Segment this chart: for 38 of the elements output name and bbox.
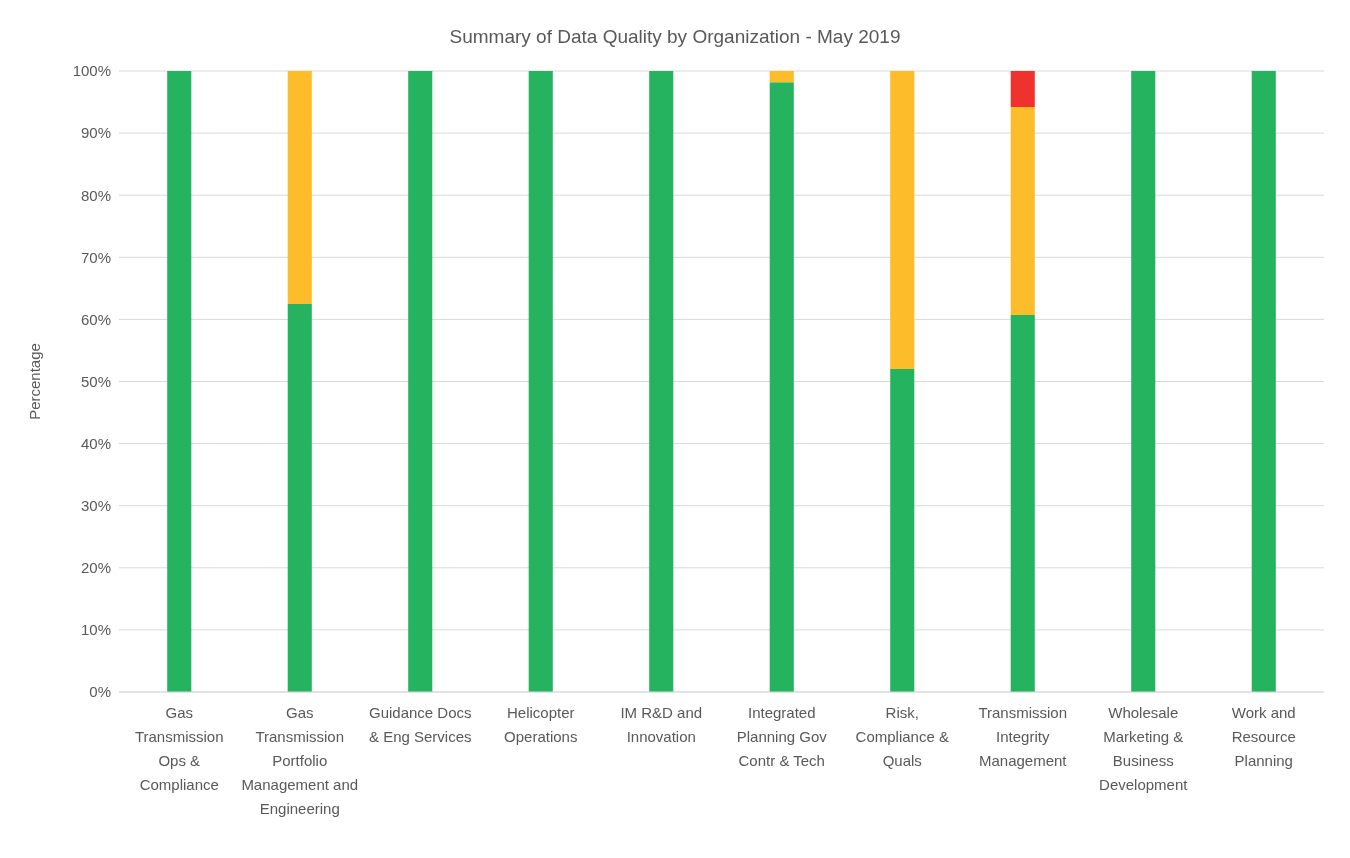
y-axis-title: Percentage [25, 343, 43, 420]
bar [769, 82, 794, 692]
bar [408, 71, 433, 692]
bar [1131, 71, 1156, 692]
bar [1010, 71, 1035, 108]
y-tick-label: 30% [80, 497, 111, 515]
bar [1010, 315, 1035, 692]
bar [528, 71, 553, 692]
bar [167, 71, 192, 692]
y-tick-label: 80% [80, 186, 111, 204]
x-tick-label: Integrated Planning Gov Contr & Tech [736, 704, 828, 769]
y-tick-label: 20% [80, 559, 111, 577]
x-tick-label: Work and Resource Planning [1231, 704, 1296, 769]
y-tick-label: 40% [80, 434, 111, 452]
x-tick-label: IM R&D and Innovation [620, 704, 703, 745]
bar [890, 71, 915, 370]
y-tick-label: 90% [80, 124, 111, 142]
y-tick-label: 70% [80, 248, 111, 266]
x-tick-label: Gas Transmission Ops & Compliance [134, 704, 224, 793]
bar [890, 369, 915, 692]
y-tick-label: 50% [80, 372, 111, 390]
bar [287, 303, 312, 692]
x-tick-label: Helicopter Operations [504, 704, 578, 745]
x-tick-label: Transmission Integrity Management [978, 704, 1068, 769]
chart-title: Summary of Data Quality by Organization - May 2019 [448, 26, 902, 48]
y-tick-label: 60% [80, 310, 111, 328]
bar [287, 71, 312, 304]
bar [1010, 107, 1035, 316]
x-tick-label: Risk, Compliance & Quals [855, 704, 949, 769]
x-tick-label: Gas Transmission Portfolio Management and Engineering [241, 704, 359, 817]
x-tick-label: Wholesale Marketing & Business Development [1099, 704, 1189, 793]
bar [1251, 71, 1276, 692]
bar [769, 71, 794, 83]
y-tick-label: 0% [89, 683, 111, 701]
y-tick-label: 10% [80, 621, 111, 639]
bar [649, 71, 674, 692]
x-tick-label: Guidance Docs & Eng Services [368, 704, 472, 745]
y-tick-label: 100% [72, 62, 111, 80]
